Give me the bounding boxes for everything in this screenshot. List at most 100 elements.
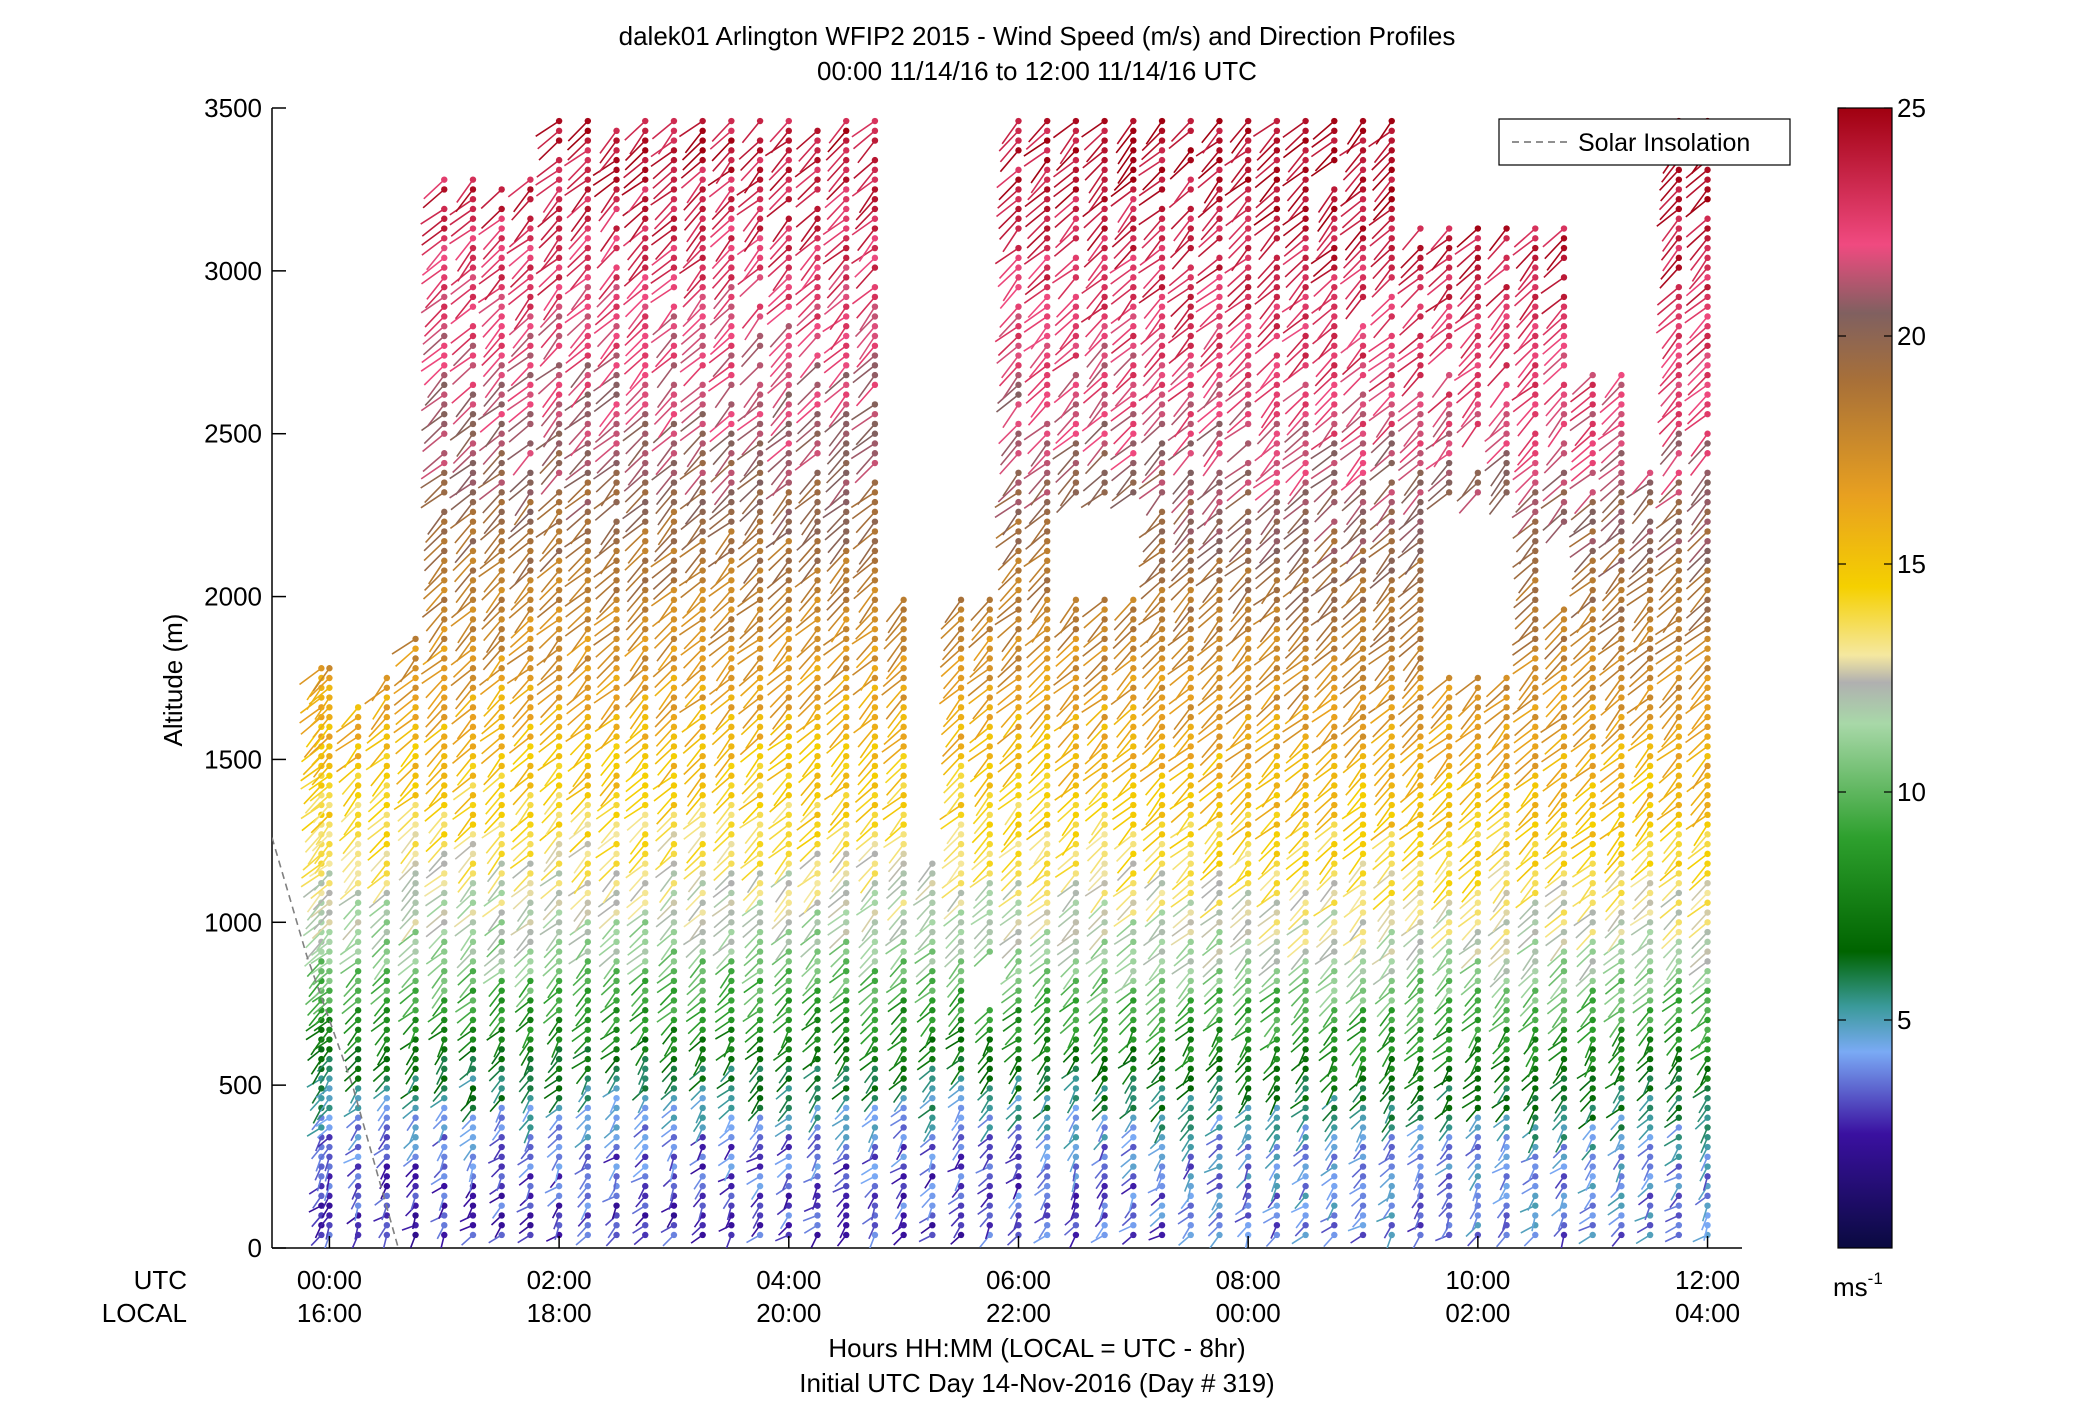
wind-barb-point (441, 547, 448, 555)
wind-barb-point (527, 694, 534, 701)
wind-barb-point (441, 821, 448, 828)
wind-barb-staff (424, 804, 445, 822)
wind-barb-point (785, 1104, 792, 1112)
wind-barb-point (469, 225, 477, 232)
wind-barb-point (555, 772, 563, 779)
wind-barb-point (785, 870, 792, 877)
wind-barb-point (756, 391, 764, 398)
wind-barb-staff (369, 745, 388, 768)
wind-barb-point (728, 352, 735, 359)
wind-barb-point (555, 665, 563, 672)
wind-barb-staff (306, 687, 323, 711)
wind-barb-point (469, 283, 477, 291)
wind-barb-point (412, 1055, 419, 1063)
wind-barb (432, 1085, 448, 1103)
wind-barb-point (728, 1104, 735, 1112)
wind-barb (373, 958, 391, 981)
wind-barb-point (412, 909, 419, 916)
wind-barb-staff (370, 1019, 388, 1033)
wind-barb-point (756, 1036, 764, 1043)
wind-barb-point (412, 850, 419, 858)
wind-barb (378, 1222, 391, 1239)
wind-barb (371, 938, 391, 958)
wind-barb-point (613, 938, 620, 946)
wind-barb-point (383, 821, 391, 828)
wind-barb-point (555, 1134, 563, 1141)
wind-barb-point (527, 196, 534, 203)
wind-barb-point (383, 782, 391, 789)
wind-barb-point (728, 254, 735, 262)
wind-barb-point (642, 313, 649, 320)
wind-barb-point (555, 1055, 563, 1063)
wind-barb-point (584, 1163, 592, 1170)
wind-barb-point (527, 274, 534, 281)
wind-barb (428, 625, 448, 653)
wind-barb-point (728, 547, 735, 555)
wind-barb-point (699, 577, 706, 584)
wind-barb-staff (310, 941, 330, 956)
wind-barb-point (785, 899, 792, 906)
wind-barb-point (584, 440, 592, 447)
wind-barb-point (412, 938, 419, 946)
wind-barb-point (469, 870, 477, 877)
wind-barb (405, 1163, 419, 1178)
wind-barb-point (642, 899, 649, 906)
wind-barb (423, 547, 448, 572)
wind-barb-point (728, 498, 735, 506)
wind-barb-point (670, 244, 678, 252)
wind-barb-point (756, 1163, 764, 1170)
wind-barb-point (527, 176, 534, 183)
wind-barb-point (469, 1202, 477, 1209)
wind-barb-staff (307, 999, 322, 1017)
wind-barb (338, 762, 362, 784)
wind-barb-point (469, 723, 477, 731)
wind-barb-staff (428, 628, 445, 653)
wind-barb-point (670, 1134, 678, 1141)
wind-barb-staff (365, 755, 388, 771)
wind-barb-point (326, 1104, 333, 1112)
wind-barb-point (613, 332, 620, 340)
wind-barb-point (699, 186, 706, 193)
wind-barb-point (527, 752, 534, 760)
wind-barb-point (441, 674, 448, 682)
wind-barb-point (469, 782, 477, 789)
wind-barb-point (383, 743, 391, 750)
wind-barb-point (613, 684, 620, 691)
wind-barb-point (412, 704, 419, 711)
wind-barb-point (728, 244, 735, 252)
wind-barb-point (555, 1163, 563, 1170)
wind-barb-point (642, 713, 649, 721)
wind-barb-point (584, 1007, 592, 1014)
wind-barb-point (469, 616, 477, 623)
wind-barb-point (785, 1192, 792, 1200)
wind-barb-point (642, 283, 649, 291)
wind-barb-point (670, 889, 678, 897)
wind-barb-point (498, 821, 505, 828)
wind-barb-point (728, 948, 735, 955)
wind-barb-point (441, 870, 448, 877)
wind-barb-point (642, 938, 649, 946)
wind-barb-point (498, 362, 505, 369)
wind-barb-staff (431, 980, 445, 1000)
wind-barb-staff (302, 853, 322, 871)
wind-barb-point (699, 274, 706, 281)
wind-barb-point (670, 782, 678, 789)
wind-barb (436, 1036, 448, 1058)
wind-barb-staff (397, 784, 417, 804)
wind-barb-point (670, 313, 678, 320)
wind-barb (397, 782, 419, 804)
wind-barb-staff (310, 902, 330, 918)
wind-barb-point (670, 635, 678, 643)
wind-barb-point (498, 391, 505, 398)
wind-barb-point (670, 303, 678, 310)
wind-barb (351, 1182, 362, 1200)
wind-barb-point (354, 1163, 362, 1170)
wind-barb-staff (343, 863, 359, 884)
wind-barb-point (555, 684, 563, 691)
wind-barb (421, 596, 448, 618)
wind-barb-point (756, 518, 764, 525)
wind-barb-point (527, 801, 534, 809)
wind-barb-point (613, 440, 620, 447)
wind-barb (423, 420, 448, 445)
wind-barb-point (469, 938, 477, 946)
